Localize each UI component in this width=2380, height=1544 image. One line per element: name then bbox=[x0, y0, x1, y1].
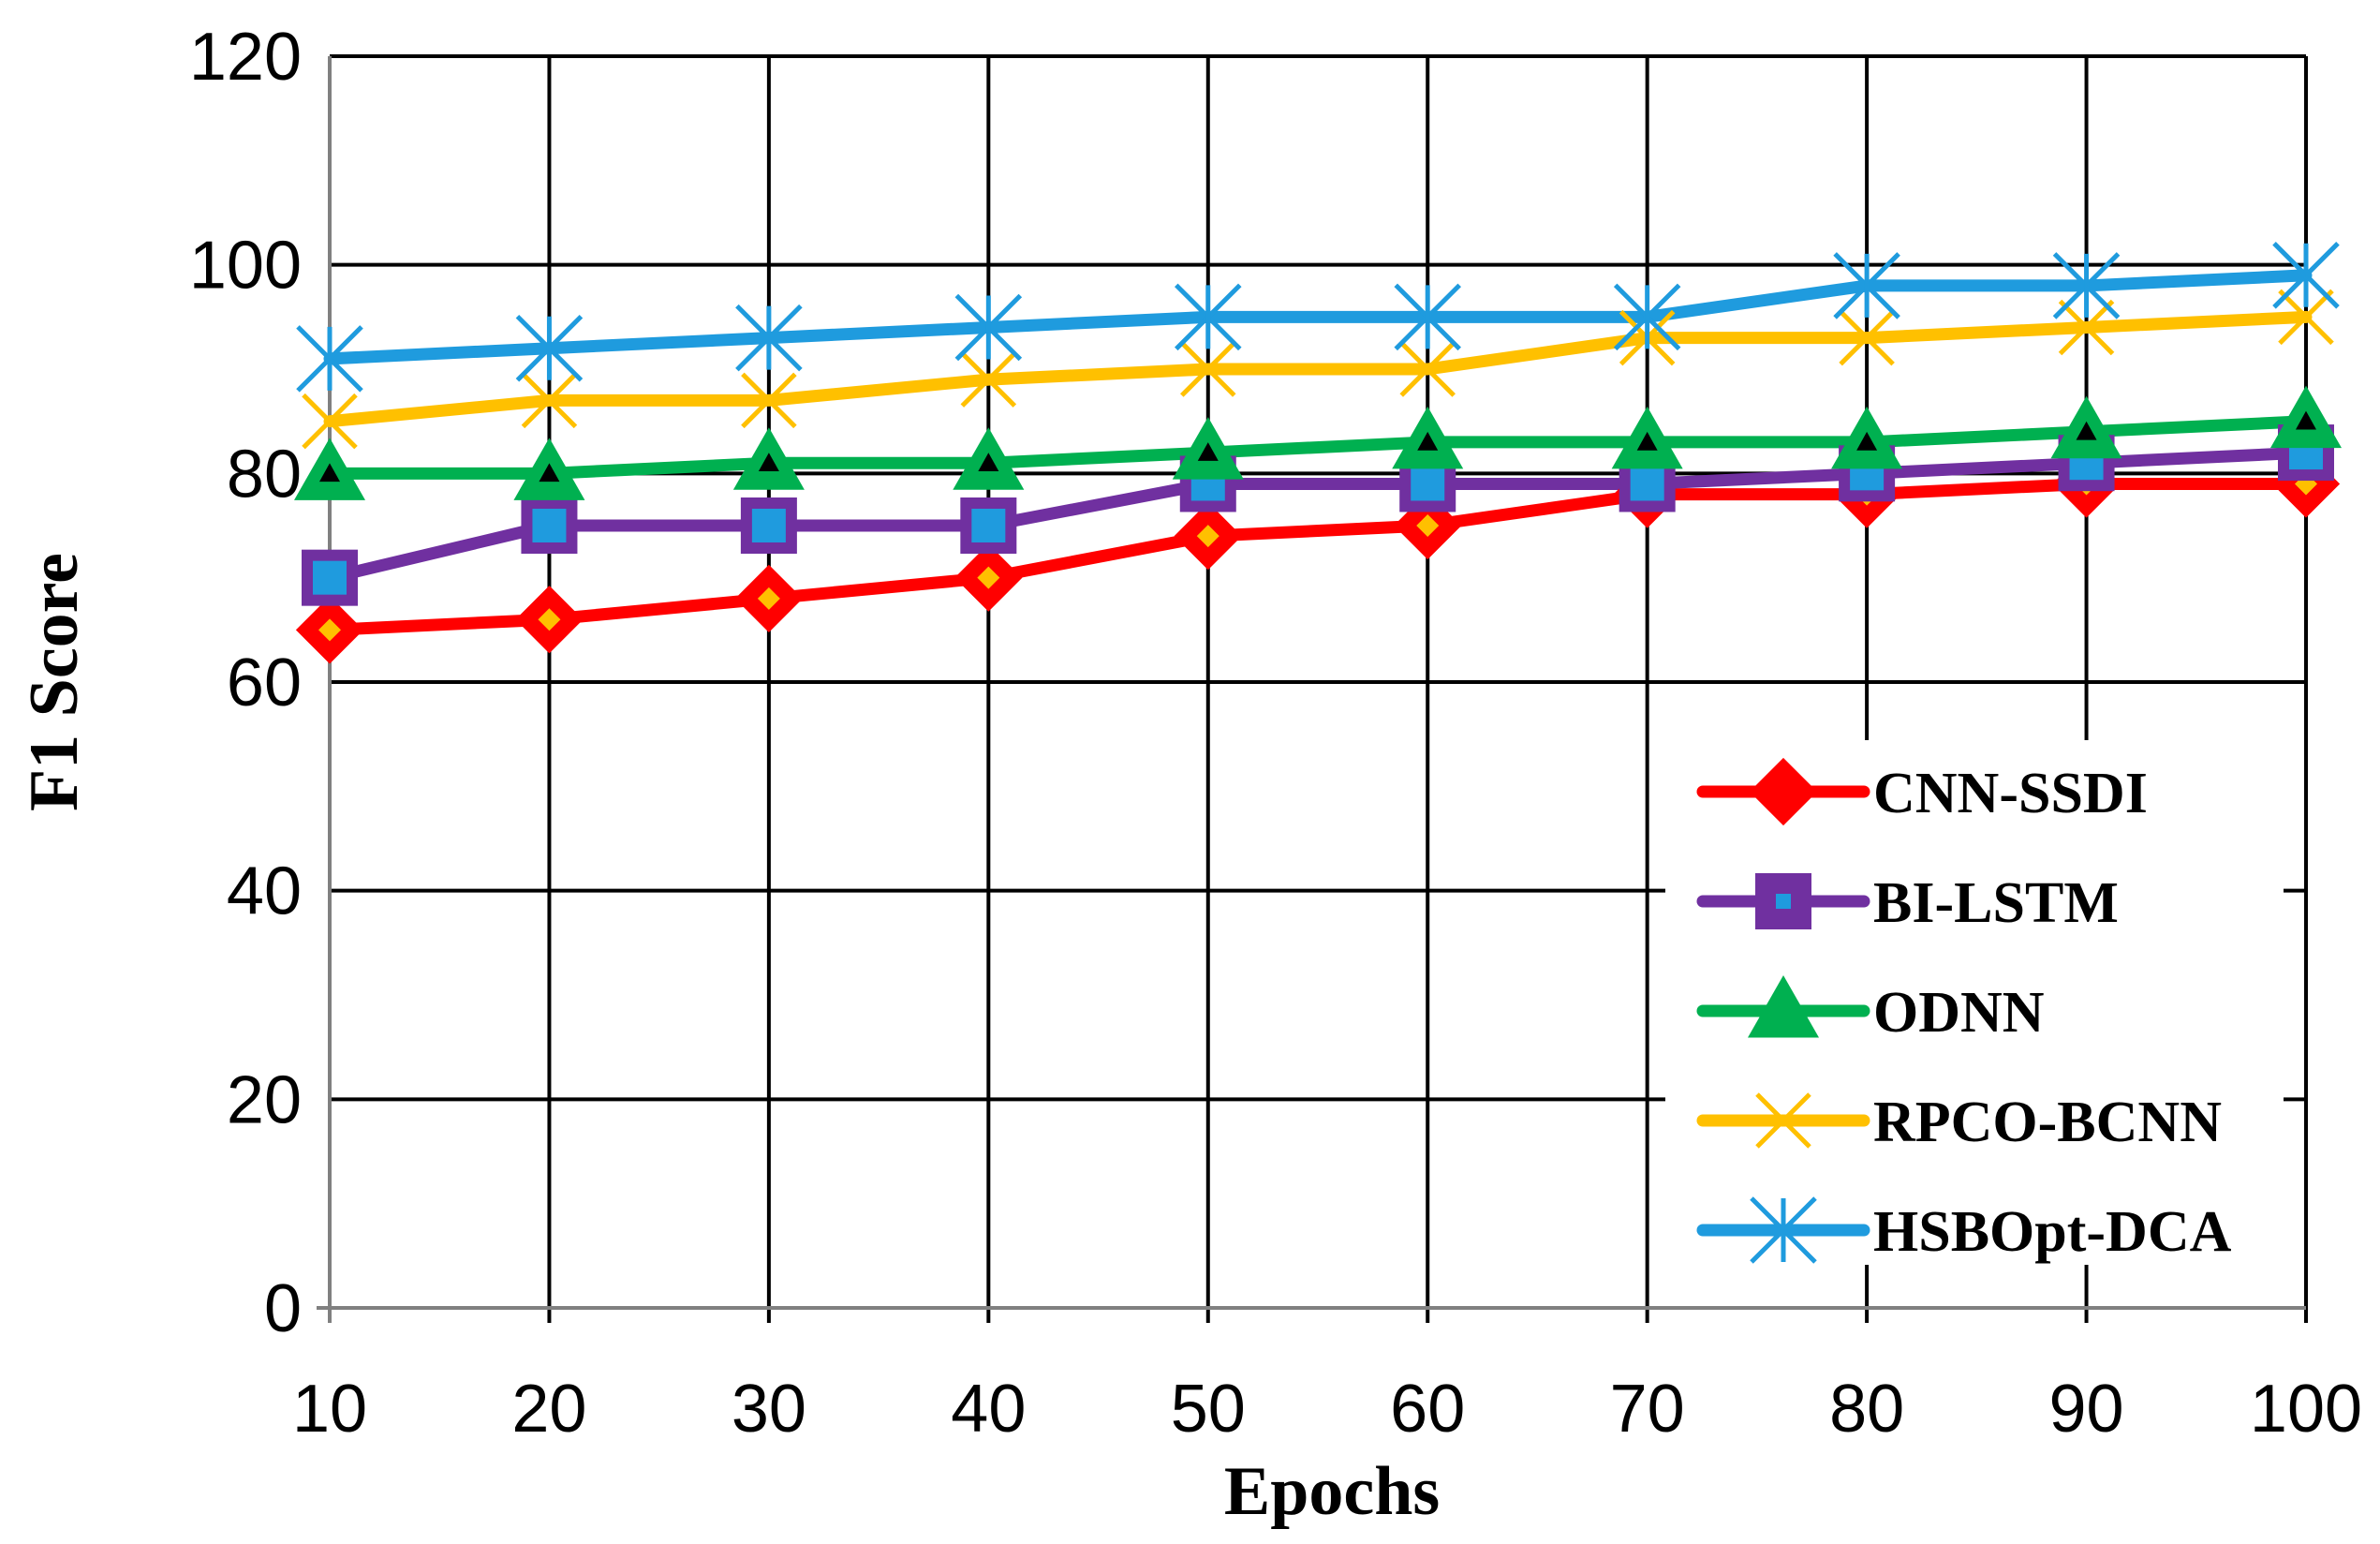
diamond-marker bbox=[1749, 757, 1818, 826]
x-tick-label: 80 bbox=[1829, 1372, 1904, 1447]
y-tick-label: 120 bbox=[189, 20, 302, 95]
legend-label: RPCO-BCNN bbox=[1873, 1091, 2222, 1154]
diamond-marker-inner bbox=[757, 586, 780, 610]
square-marker-inner bbox=[1776, 894, 1791, 909]
series-line-bi-lstm bbox=[323, 446, 2313, 585]
diamond-marker-inner bbox=[977, 566, 1000, 589]
diamond-marker-inner bbox=[538, 608, 561, 631]
x-tick-label: 30 bbox=[732, 1372, 806, 1447]
x-marker-stroke bbox=[1180, 341, 1236, 397]
square-marker-inner bbox=[971, 509, 1006, 542]
markers-odnn bbox=[294, 385, 2342, 500]
triangle-marker bbox=[1748, 975, 1819, 1038]
legend-entry: HSBOpt-DCA bbox=[1696, 1196, 2232, 1264]
triangle-marker-inner bbox=[758, 453, 779, 471]
y-tick-label: 80 bbox=[227, 437, 302, 512]
series-line-odnn bbox=[323, 415, 2313, 480]
legend-entry: ODNN bbox=[1696, 975, 2045, 1045]
x-marker-stroke bbox=[1399, 341, 1456, 397]
legend-entry: BI-LSTM bbox=[1696, 871, 2119, 935]
x-marker-stroke bbox=[2278, 289, 2334, 346]
square-marker-inner bbox=[313, 560, 347, 595]
y-tick-label: 100 bbox=[189, 229, 302, 304]
triangle-marker-inner bbox=[539, 463, 560, 482]
y-tick-label: 40 bbox=[227, 854, 302, 929]
triangle-marker-inner bbox=[1636, 431, 1658, 451]
square-marker-inner bbox=[1411, 467, 1445, 501]
x-tick-label: 70 bbox=[1610, 1372, 1685, 1447]
triangle-marker-inner bbox=[978, 453, 999, 471]
diamond-marker-inner bbox=[1196, 525, 1220, 548]
triangle-marker-inner bbox=[1197, 442, 1219, 461]
markers-hsbopt-dca bbox=[296, 242, 2340, 393]
x-marker-stroke bbox=[1755, 1092, 1811, 1149]
markers-rpco-bcnn bbox=[302, 289, 2334, 450]
x-tick-label: 20 bbox=[511, 1372, 586, 1447]
square-marker-inner bbox=[532, 509, 567, 542]
x-marker-stroke bbox=[1839, 309, 1895, 366]
triangle-marker-inner bbox=[1417, 431, 1439, 451]
series-markers bbox=[294, 242, 2342, 664]
y-tick-label: 0 bbox=[264, 1271, 302, 1346]
series-lines bbox=[323, 269, 2313, 636]
x-tick-label: 10 bbox=[292, 1372, 367, 1447]
x-tick-label: 60 bbox=[1390, 1372, 1465, 1447]
legend-label: CNN-SSDI bbox=[1873, 762, 2148, 825]
series-line-rpco-bcnn bbox=[323, 310, 2313, 428]
x-tick-label: 100 bbox=[2250, 1372, 2362, 1447]
triangle-marker-inner bbox=[1856, 431, 1878, 451]
square-marker-inner bbox=[1630, 467, 1664, 501]
legend-label: ODNN bbox=[1873, 981, 2045, 1045]
y-axis-title: F1 Score bbox=[16, 553, 93, 811]
legend-label: BI-LSTM bbox=[1873, 871, 2119, 935]
triangle-marker-inner bbox=[2296, 410, 2316, 430]
legend: CNN-SSDI BI-LSTM ODNN RPCO-BCNN HSBOpt-DCA bbox=[1665, 740, 2284, 1265]
legend-label: HSBOpt-DCA bbox=[1873, 1200, 2232, 1264]
x-marker-stroke bbox=[960, 351, 1017, 408]
x-tick-label: 40 bbox=[951, 1372, 1026, 1447]
square-marker-inner bbox=[751, 509, 786, 542]
x-marker-stroke bbox=[302, 393, 358, 450]
legend-entry: RPCO-BCNN bbox=[1696, 1091, 2222, 1154]
axes: 0 20 40 60 80 100 120 10 20 30 40 50 60 70 80 90 100 bbox=[189, 20, 2362, 1447]
x-tick-label: 50 bbox=[1171, 1372, 1246, 1447]
triangle-marker-inner bbox=[2076, 421, 2097, 440]
diamond-marker-inner bbox=[318, 618, 341, 642]
triangle-marker-inner bbox=[319, 463, 340, 482]
x-axis-title: Epochs bbox=[1224, 1453, 1440, 1530]
x-tick-label: 90 bbox=[2049, 1372, 2124, 1447]
y-tick-label: 20 bbox=[227, 1062, 302, 1137]
x-marker-stroke bbox=[521, 372, 578, 429]
series-line-hsbopt-dca bbox=[323, 269, 2313, 365]
x-marker-stroke bbox=[741, 372, 797, 429]
diamond-marker-inner bbox=[1416, 514, 1440, 537]
x-marker-stroke bbox=[2058, 299, 2115, 356]
y-tick-label: 60 bbox=[227, 646, 302, 720]
legend-entry: CNN-SSDI bbox=[1696, 757, 2148, 826]
series-line-cnn-ssdi bbox=[323, 477, 2313, 636]
